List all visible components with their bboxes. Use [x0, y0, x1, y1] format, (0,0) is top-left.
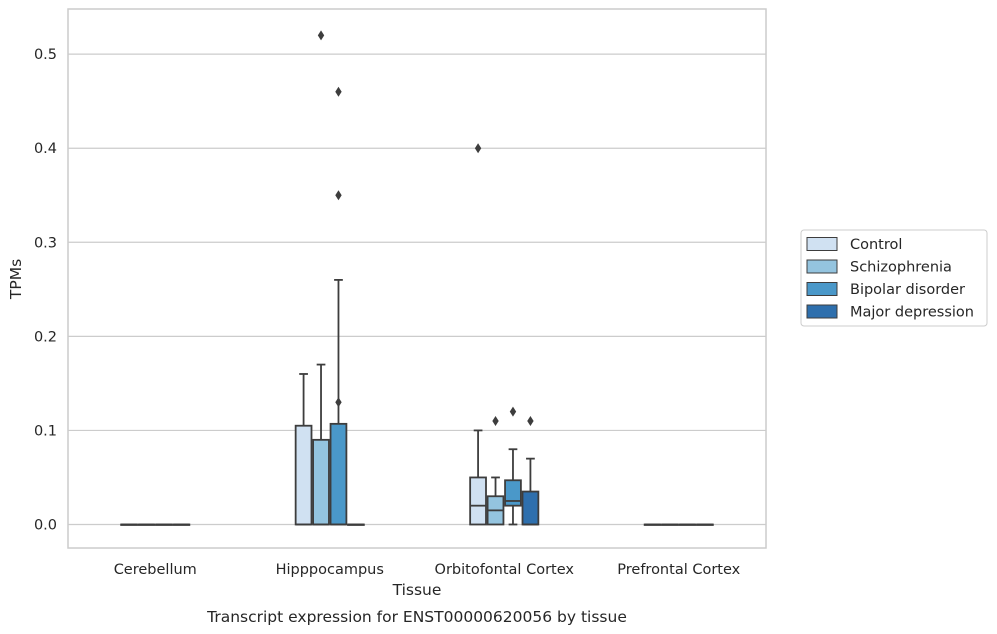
x-tick-label: Hipppocampus — [276, 562, 384, 578]
box-control — [643, 523, 662, 526]
x-axis-ticks: Cerebellum Hipppocampus Orbitofontal Corte… — [114, 562, 741, 578]
outlier-point — [527, 416, 534, 427]
outlier-point — [509, 406, 517, 417]
legend: Control Schizophrenia Bipolar disorder Majo… — [800, 229, 988, 327]
legend-label: Major depression — [850, 305, 974, 321]
box-iqr — [504, 479, 522, 507]
y-tick-label: 0.0 — [34, 517, 57, 533]
legend-swatch — [806, 282, 838, 296]
outlier-point — [492, 416, 499, 427]
box-iqr — [521, 490, 540, 526]
x-tick-label: Prefrontal Cortex — [617, 562, 740, 578]
box-iqr — [329, 422, 348, 526]
box-control — [294, 373, 313, 526]
box-iqr — [294, 424, 313, 526]
y-tick-label: 0.1 — [34, 423, 57, 439]
y-axis-title: TPMs — [7, 259, 25, 300]
chart-title: Transcript expression for ENST0000062005… — [206, 608, 627, 626]
box-schizophrenia — [486, 416, 505, 526]
y-tick-label: 0.2 — [34, 329, 57, 345]
legend-frame — [800, 229, 988, 327]
box-schizophrenia — [137, 523, 156, 526]
outlier-point — [474, 143, 482, 154]
x-tick-label: Orbitofontal Cortex — [435, 562, 575, 578]
box-major-depression — [521, 416, 540, 526]
x-axis-title: Tissue — [392, 581, 442, 599]
legend-label: Schizophrenia — [850, 260, 952, 276]
box-iqr — [469, 476, 487, 526]
outlier-point — [335, 86, 342, 97]
outlier-point — [317, 30, 325, 41]
box-schizophrenia — [661, 523, 679, 526]
box-major-depression — [696, 523, 714, 526]
box-schizophrenia — [312, 30, 330, 526]
box-bipolar-disorder — [329, 86, 348, 526]
legend-label: Control — [850, 237, 902, 253]
box-control — [120, 523, 138, 526]
legend-label: Bipolar disorder — [850, 282, 965, 298]
box-major-depression — [347, 523, 365, 526]
plot-area-frame — [67, 8, 767, 549]
box-iqr — [312, 438, 330, 526]
box-bipolar-disorder — [155, 523, 173, 526]
x-tick-label: Cerebellum — [114, 562, 197, 578]
outlier-point — [335, 190, 342, 201]
box-control — [469, 143, 487, 526]
box-series — [120, 30, 714, 526]
outlier-point — [335, 397, 342, 408]
legend-swatch — [806, 237, 838, 251]
y-tick-label: 0.5 — [34, 47, 57, 63]
box-major-depression — [172, 523, 191, 526]
y-tick-label: 0.3 — [34, 235, 57, 251]
legend-swatch — [806, 259, 838, 274]
box-bipolar-disorder — [678, 523, 697, 526]
y-tick-label: 0.4 — [34, 141, 57, 157]
box-bipolar-disorder — [504, 406, 522, 526]
y-axis-ticks: 0.0 0.1 0.2 0.3 0.4 0.5 — [34, 47, 57, 533]
gridlines — [68, 53, 766, 526]
legend-swatch — [806, 304, 838, 319]
